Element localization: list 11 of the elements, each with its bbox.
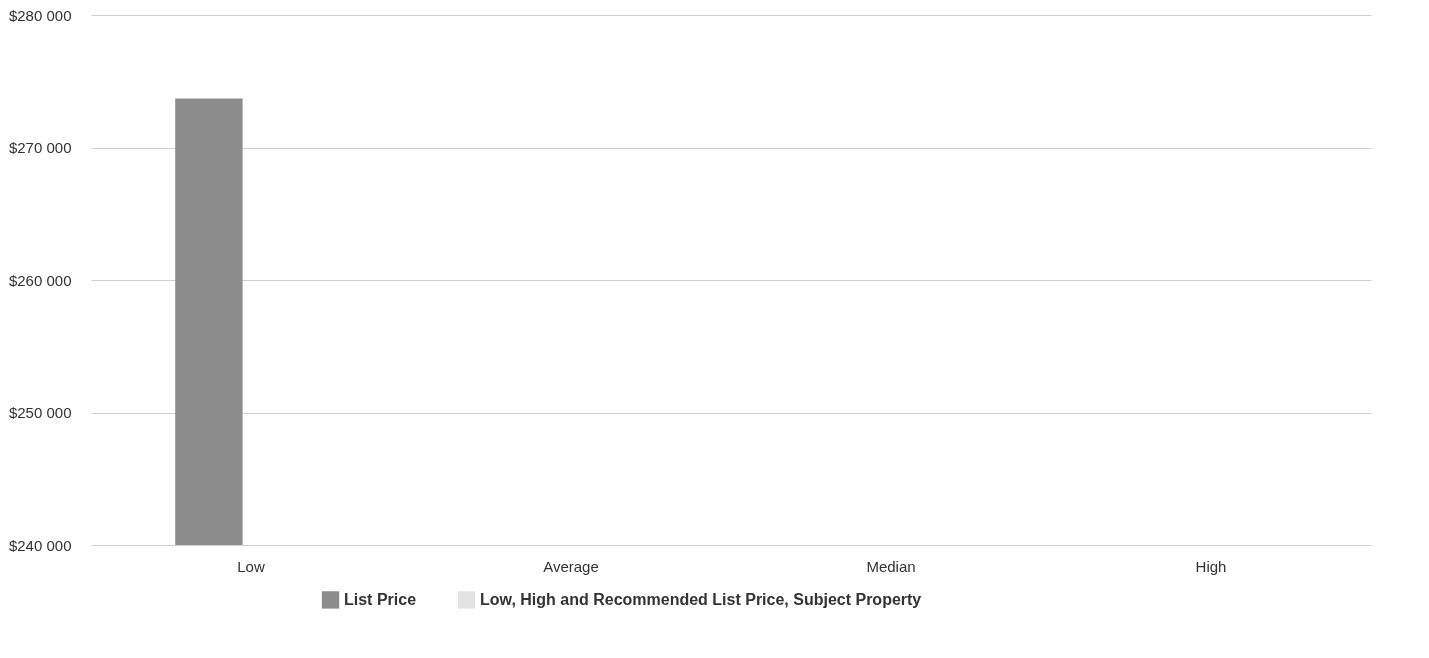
y-tick-label: $240 000 <box>8 536 72 554</box>
x-tick-label: Low <box>237 557 265 575</box>
y-tick-label: $270 000 <box>8 139 72 156</box>
y-tick-label: $250 000 <box>8 404 72 421</box>
x-tick-label: Average <box>543 557 599 575</box>
y-tick-label: $280 000 <box>8 6 72 24</box>
x-tick-label: High <box>1195 557 1227 575</box>
legend-label: List Price <box>344 590 417 608</box>
x-tick-label: Median <box>866 557 916 575</box>
legend-label: Low, High and Recommended List Price, Subject Property <box>480 590 922 608</box>
y-tick-label: $260 000 <box>8 271 72 289</box>
